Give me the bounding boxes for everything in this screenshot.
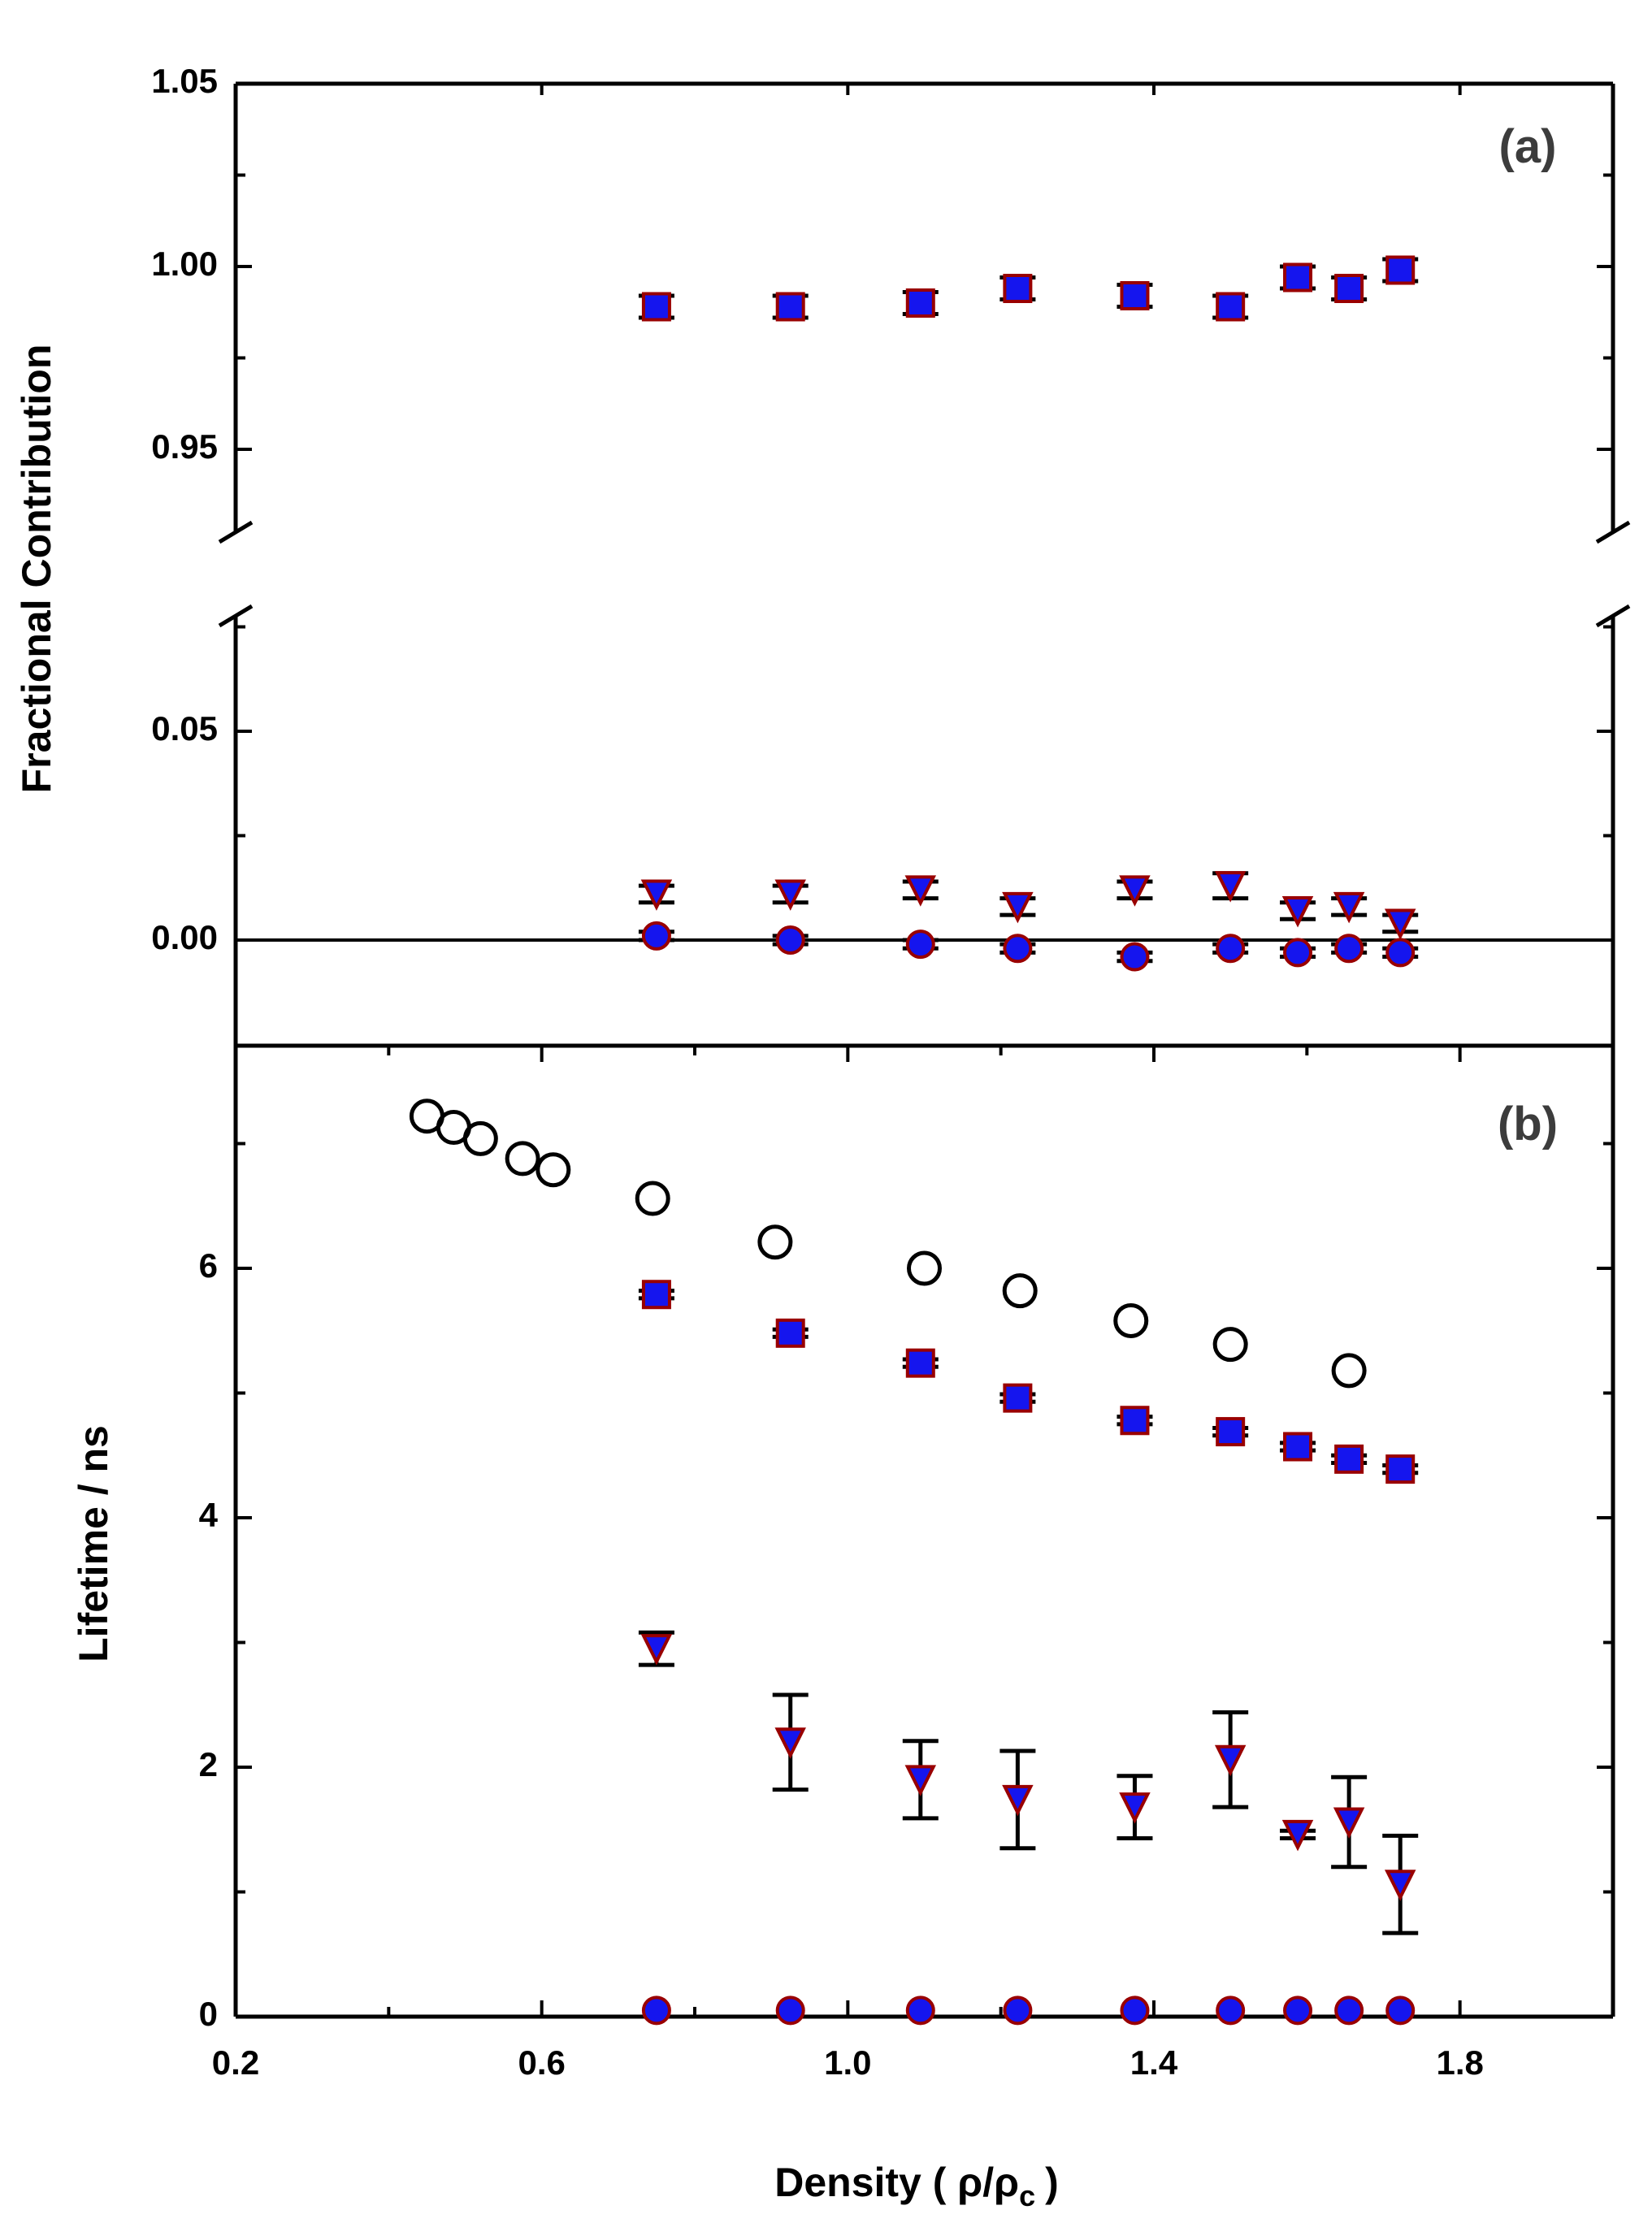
- y-axis-title-b: Lifetime / ns: [71, 1425, 116, 1662]
- data-point-b-open-circle: [1113, 1302, 1149, 1338]
- data-point-b-square: [1216, 1417, 1246, 1447]
- data-point-a-circle: [1334, 934, 1364, 964]
- data-point-a-triangle-down: [1119, 875, 1151, 907]
- x-tick-label: 0.2: [212, 2043, 259, 2082]
- x-axis-title: Density ( ρ/ρc): [774, 2160, 1059, 2212]
- y-tick-label-a: 0.05: [151, 709, 218, 748]
- data-point-b-square: [1120, 1406, 1150, 1436]
- y-tick-label-b: 0: [199, 1995, 218, 2033]
- data-point-b-triangle-down: [1281, 1819, 1314, 1852]
- data-point-a-square: [775, 292, 805, 322]
- data-point-b-open-circle: [1002, 1273, 1038, 1309]
- data-point-b-square: [1385, 1454, 1416, 1484]
- data-point-a-circle: [775, 925, 805, 955]
- x-axis-title-main: Density ( ρ/ρ: [774, 2160, 1019, 2205]
- data-point-b-triangle-down: [1119, 1792, 1151, 1824]
- data-point-b-triangle-down: [1002, 1784, 1034, 1817]
- data-point-b-open-circle: [635, 1181, 670, 1216]
- data-point-a-square: [1120, 281, 1150, 310]
- data-point-a-square: [1334, 274, 1364, 303]
- panel-label-a: (a): [1499, 120, 1557, 173]
- data-point-b-open-circle: [907, 1250, 942, 1286]
- x-axis-title-subscript: c: [1019, 2179, 1035, 2212]
- axis-break-mark: [1595, 520, 1631, 544]
- data-point-b-circle: [1385, 1996, 1416, 2026]
- data-point-a-triangle-down: [1214, 871, 1247, 903]
- data-point-a-circle: [1120, 942, 1150, 972]
- x-axis-title-close: ): [1045, 2160, 1059, 2205]
- data-point-a-circle: [905, 930, 935, 960]
- y-tick-label-a: 1.05: [151, 62, 218, 100]
- plot-frames: [218, 81, 1631, 2019]
- data-point-b-circle: [641, 1996, 671, 2026]
- data-point-a-square: [1003, 274, 1033, 303]
- data-point-b-square: [1283, 1432, 1313, 1462]
- data-point-a-triangle-down: [774, 879, 806, 911]
- data-point-b-circle: [1003, 1996, 1033, 2026]
- x-tick-label: 1.0: [824, 2043, 871, 2082]
- data-point-b-triangle-down: [1384, 1870, 1416, 1901]
- x-tick-label: 0.6: [518, 2043, 565, 2082]
- data-point-b-circle: [1334, 1996, 1364, 2026]
- y-tick-label-a: 0.95: [151, 427, 218, 466]
- data-point-b-triangle-down: [774, 1727, 806, 1759]
- data-point-a-circle: [1003, 934, 1033, 964]
- data-point-b-open-circle: [1331, 1353, 1367, 1389]
- data-point-b-open-circle: [1212, 1327, 1248, 1363]
- axis-break-mark: [1595, 604, 1631, 628]
- data-point-b-open-circle: [757, 1224, 793, 1260]
- y-tick-label-a: 1.00: [151, 245, 218, 283]
- data-point-a-circle: [1283, 938, 1313, 968]
- x-tick-label: 1.8: [1436, 2043, 1483, 2082]
- data-point-b-open-circle: [462, 1120, 498, 1156]
- data-point-a-circle: [1216, 934, 1246, 964]
- data-point-a-square: [905, 288, 935, 318]
- data-point-b-circle: [1283, 1996, 1313, 2026]
- data-point-a-triangle-down: [640, 879, 673, 911]
- data-point-b-triangle-down: [1333, 1807, 1365, 1840]
- y-tick-label-b: 2: [199, 1745, 218, 1783]
- data-point-b-open-circle: [505, 1141, 540, 1176]
- y-tick-label-b: 6: [199, 1246, 218, 1285]
- data-point-b-triangle-down: [1214, 1744, 1247, 1777]
- data-marks: [409, 255, 1419, 2026]
- data-point-a-square: [1283, 262, 1313, 292]
- data-point-a-square: [1216, 292, 1246, 322]
- y-axis-title-a: Fractional Contribution: [14, 344, 59, 794]
- axis-break-mark: [218, 604, 254, 628]
- data-point-a-circle: [641, 921, 671, 951]
- data-point-a-square: [1385, 255, 1416, 285]
- data-point-a-square: [641, 292, 671, 322]
- data-point-b-circle: [775, 1996, 805, 2026]
- data-point-a-triangle-down: [1333, 891, 1365, 924]
- data-point-b-square: [1334, 1444, 1364, 1474]
- data-point-a-triangle-down: [904, 875, 937, 907]
- y-tick-label-b: 4: [199, 1496, 219, 1534]
- x-tick-label: 1.4: [1130, 2043, 1178, 2082]
- data-point-b-triangle-down: [904, 1765, 937, 1796]
- data-point-b-open-circle: [535, 1152, 571, 1188]
- data-point-b-square: [641, 1280, 671, 1310]
- axis-break-mark: [218, 520, 254, 544]
- data-point-b-circle: [905, 1996, 935, 2026]
- data-point-b-square: [775, 1318, 805, 1348]
- data-point-a-circle: [1385, 938, 1416, 968]
- panel-label-b: (b): [1498, 1098, 1558, 1150]
- data-point-b-square: [1003, 1383, 1033, 1413]
- data-point-a-triangle-down: [1384, 908, 1416, 940]
- data-point-b-square: [905, 1348, 935, 1378]
- data-point-a-triangle-down: [1281, 896, 1314, 928]
- data-point-a-triangle-down: [1002, 891, 1034, 924]
- data-point-b-triangle-down: [640, 1634, 673, 1666]
- data-point-b-circle: [1216, 1996, 1246, 2026]
- axis-ticks: 0.95 1.00 1.05 0.00 0.05 0 2 4 6 0.2 0.6 1.0 1.4 1.8: [151, 62, 1615, 2082]
- data-point-b-circle: [1120, 1996, 1150, 2026]
- y-tick-label-a: 0.00: [151, 918, 218, 956]
